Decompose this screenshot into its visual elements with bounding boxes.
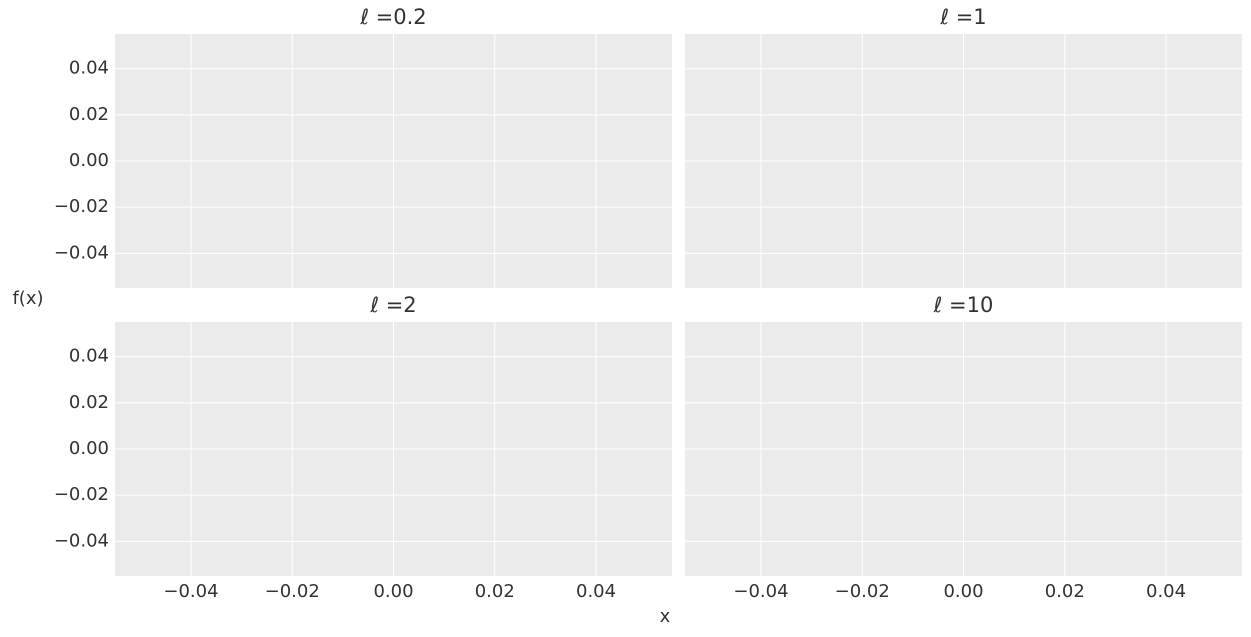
x-tick-label: 0.02 xyxy=(475,581,515,602)
subplot-title: ℓ =0.2 xyxy=(359,5,426,29)
y-tick-label: −0.04 xyxy=(54,242,109,263)
x-tick-label: −0.02 xyxy=(835,581,890,602)
x-tick-label: −0.04 xyxy=(163,581,218,602)
x-tick-label: 0.00 xyxy=(373,581,413,602)
y-tick-label: −0.02 xyxy=(54,196,109,217)
x-tick-label: 0.04 xyxy=(576,581,616,602)
y-tick-label: 0.02 xyxy=(69,104,109,125)
y-tick-label: −0.02 xyxy=(54,484,109,505)
x-tick-label: 0.00 xyxy=(943,581,983,602)
subplot-title: ℓ =10 xyxy=(933,293,994,317)
y-tick-label: 0.04 xyxy=(69,58,109,79)
y-tick-label: 0.00 xyxy=(69,150,109,171)
subplot-title: ℓ =2 xyxy=(369,293,416,317)
x-axis-label: x xyxy=(660,606,671,627)
x-tick-label: 0.04 xyxy=(1146,581,1186,602)
y-tick-label: −0.04 xyxy=(54,530,109,551)
subplot-title: ℓ =1 xyxy=(939,5,986,29)
y-tick-label: 0.04 xyxy=(69,346,109,367)
x-tick-label: −0.04 xyxy=(733,581,788,602)
x-tick-label: −0.02 xyxy=(265,581,320,602)
x-tick-label: 0.02 xyxy=(1045,581,1085,602)
y-axis-label: f(x) xyxy=(12,288,43,309)
y-tick-label: 0.00 xyxy=(69,438,109,459)
y-tick-label: 0.02 xyxy=(69,392,109,413)
